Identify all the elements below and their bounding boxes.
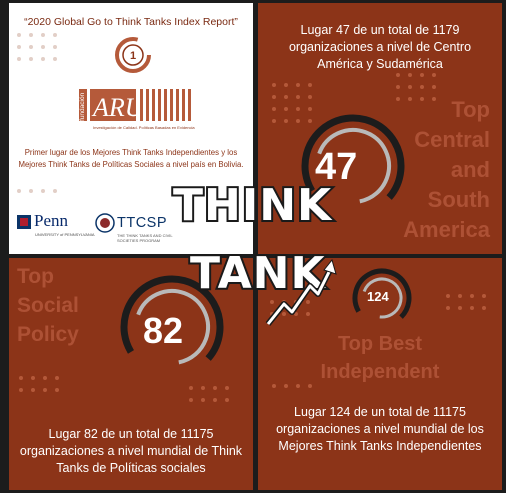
ttcsp-subtitle: THE THINK TANKS AND CIVIL SOCIETIES PROG… — [117, 233, 173, 243]
label-line: Policy — [17, 323, 79, 346]
social-rank-number: 82 — [143, 310, 184, 351]
independent-rank-number: 124 — [367, 289, 389, 304]
independent-label: Top Best Independent — [258, 330, 502, 386]
label-line: Independent — [320, 361, 440, 383]
growth-arrow-icon — [265, 258, 337, 326]
dot-grid — [272, 83, 312, 123]
ttcsp-seal-icon — [95, 213, 115, 233]
label-line: Top — [17, 265, 54, 288]
dot-grid — [17, 33, 57, 61]
dot-grid — [396, 73, 436, 101]
social-policy-panel: Top Social Policy 82 Lugar 82 de un tota… — [9, 258, 253, 490]
label-line: Top — [451, 97, 490, 122]
independent-ring-icon — [352, 268, 412, 328]
label-line: America — [403, 217, 490, 242]
think-logo-text: THINK — [171, 178, 333, 233]
independent-panel: 124 Top Best Independent Lugar 124 de un… — [258, 258, 502, 490]
ttcsp-logo: TTCSP — [117, 215, 168, 231]
aru-tagline: Investigación de Calidad. Políticas Basa… — [93, 125, 195, 130]
central-america-panel: Lugar 47 de un total de 1179 organizacio… — [258, 3, 502, 254]
svg-text:ARU: ARU — [91, 93, 146, 122]
social-label: Top Social Policy — [17, 262, 79, 349]
label-line: Central — [414, 127, 490, 152]
dot-grid — [19, 376, 59, 392]
report-title: “2020 Global Go to Think Tanks Index Rep… — [24, 16, 238, 28]
central-label: Top Central and South America — [403, 95, 490, 245]
central-ring-icon — [301, 114, 405, 218]
svg-text:fundación: fundación — [79, 92, 86, 121]
penn-logo: Penn — [34, 211, 68, 230]
dot-grid — [17, 189, 57, 193]
badge-number: 1 — [130, 50, 136, 62]
label-line: and — [450, 157, 490, 182]
primer-lugar-text: Primer lugar de los Mejores Think Tanks … — [18, 148, 244, 169]
independent-ranking-text: Lugar 124 de un total de 11175 organizac… — [276, 405, 484, 453]
penn-shield-icon — [17, 215, 31, 229]
label-line: South — [427, 187, 490, 212]
dot-grid — [446, 294, 486, 310]
dot-grid — [272, 384, 312, 388]
aru-logo: fundación ARU Investigación de Calidad. … — [79, 89, 195, 130]
central-ranking-text: Lugar 47 de un total de 1179 organizacio… — [288, 23, 472, 71]
dot-grid — [189, 386, 229, 402]
report-panel: “2020 Global Go to Think Tanks Index Rep… — [9, 3, 253, 254]
ranking-badge-icon: 1 — [115, 37, 151, 73]
penn-subtitle: UNIVERSITY of PENNSYLVANIA — [35, 232, 95, 237]
social-ranking-text: Lugar 82 de un total de 11175 organizaci… — [19, 427, 243, 475]
social-ring-icon — [120, 275, 224, 379]
label-line: Top Best — [337, 333, 423, 355]
central-rank-number: 47 — [315, 146, 358, 188]
label-line: Social — [17, 294, 79, 317]
